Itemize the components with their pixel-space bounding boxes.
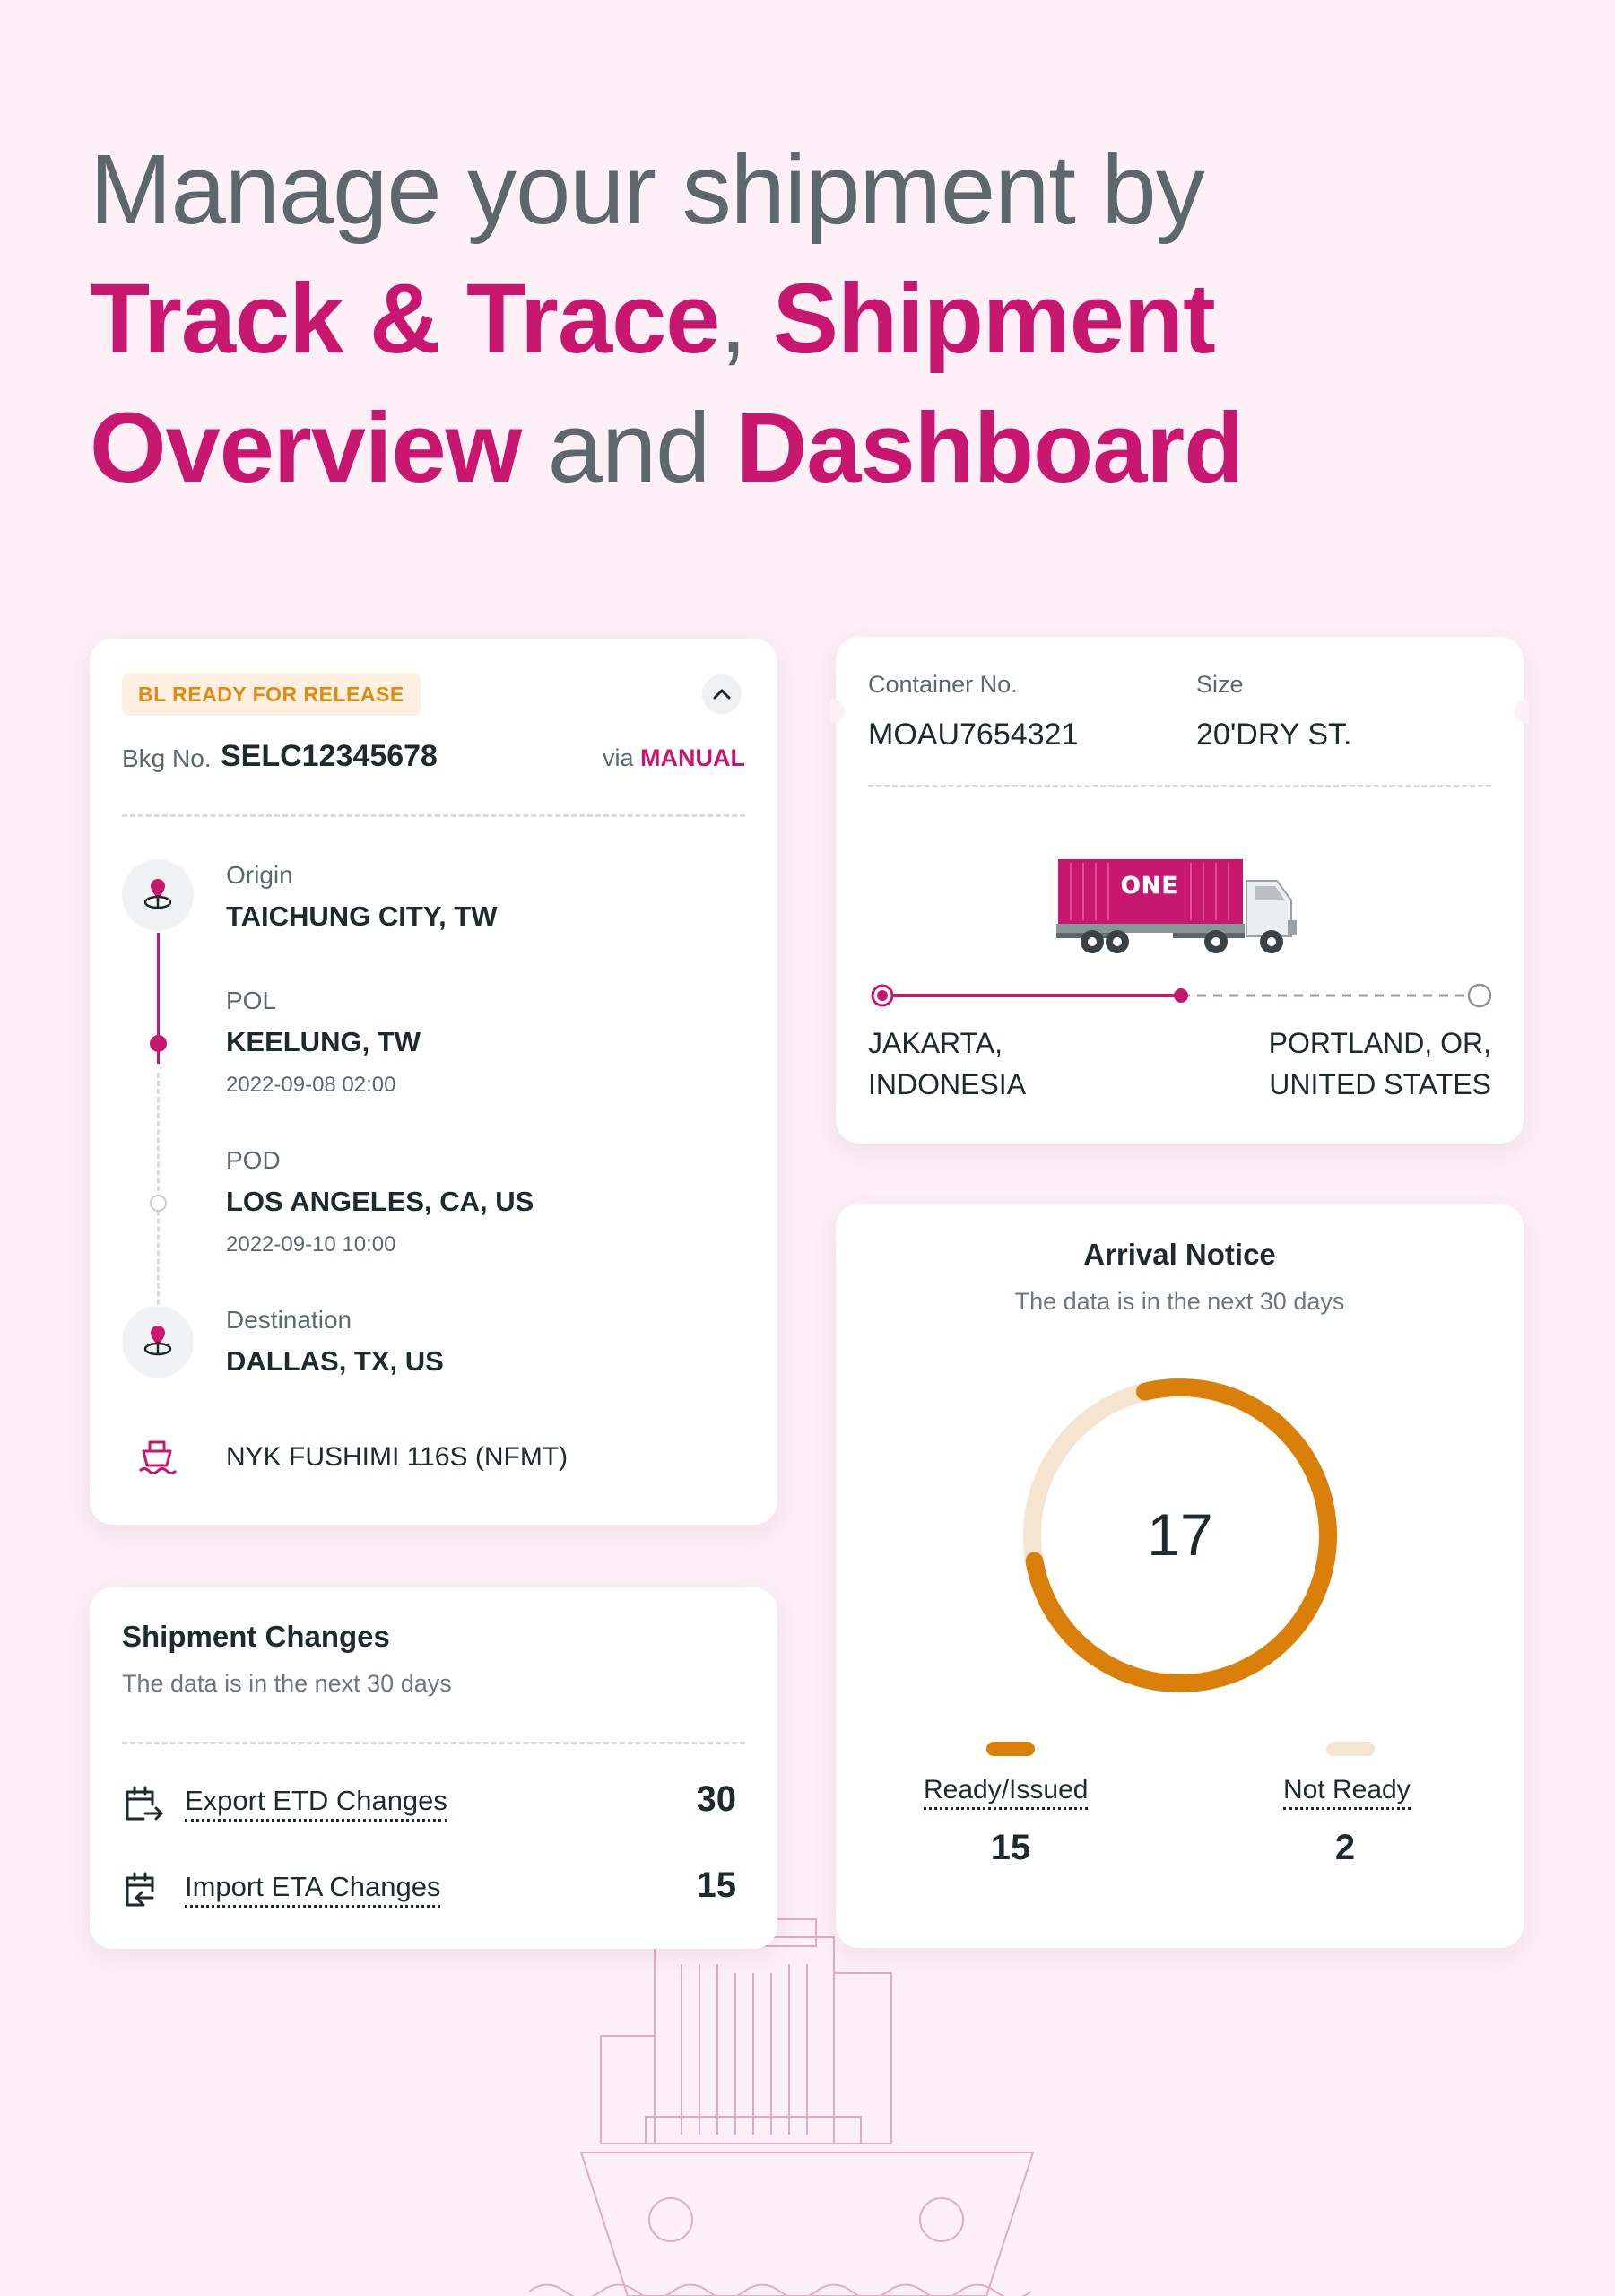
- pod-marker: [150, 1195, 167, 1212]
- truck-brand: ONE: [1121, 873, 1179, 900]
- origin-item: Origin TAICHUNG CITY, TW: [226, 861, 498, 933]
- export-etd-count: 30: [696, 1779, 737, 1819]
- booking-number-label: Bkg No.: [122, 744, 212, 772]
- headline-dashboard: Dashboard: [735, 393, 1245, 503]
- container-truck-illustration: ONE: [1056, 859, 1297, 953]
- divider: [122, 814, 745, 817]
- pol-marker: [150, 1035, 167, 1052]
- ready-issued-label[interactable]: Ready/Issued: [924, 1775, 1089, 1810]
- timeline-line-completed: [157, 933, 160, 1064]
- headline-line-3: Overview and Dashboard: [90, 384, 1524, 513]
- import-eta-row[interactable]: Import ETA Changes 15: [122, 1866, 736, 1916]
- status-badge: BL READY FOR RELEASE: [122, 673, 421, 716]
- container-size: 20'DRY ST.: [1196, 718, 1352, 752]
- destination-value: DALLAS, TX, US: [226, 1345, 444, 1377]
- destination-item: Destination DALLAS, TX, US: [226, 1306, 444, 1378]
- container-number-label: Container No.: [868, 671, 1018, 698]
- headline-and: and: [521, 393, 736, 503]
- card-subtitle: The data is in the next 30 days: [1014, 1288, 1345, 1315]
- booking-number-row: Bkg No. SELC12345678 via MANUAL: [122, 739, 745, 775]
- origin-marker: [122, 859, 194, 931]
- ticket-notch-left: [830, 700, 845, 723]
- pod-value: LOS ANGELES, CA, US: [226, 1186, 534, 1217]
- booking-number[interactable]: SELC12345678: [221, 739, 438, 773]
- location-pin-icon: [143, 1326, 172, 1356]
- donut-chart: 17: [1023, 1378, 1337, 1692]
- destination-city-line-2: UNITED STATES: [1269, 1068, 1491, 1100]
- headline-line-1: Manage your shipment by: [90, 135, 1205, 245]
- headline-line-2: Track & Trace, Shipment: [90, 255, 1524, 384]
- via-source: via MANUAL: [603, 744, 745, 772]
- shipment-changes-card: Shipment Changes The data is in the next…: [90, 1587, 777, 1949]
- pol-value: KEELUNG, TW: [226, 1026, 421, 1057]
- progress-end-marker: [1467, 983, 1492, 1008]
- calendar-import-icon: [126, 1872, 154, 1907]
- collapse-button[interactable]: [702, 674, 742, 714]
- headline-overview: Overview: [90, 393, 522, 503]
- arrival-notice-card: Arrival Notice The data is in the next 3…: [836, 1204, 1524, 1948]
- headline-shipment: Shipment: [772, 264, 1216, 374]
- location-pin-icon: [143, 879, 172, 909]
- card-subtitle: The data is in the next 30 days: [122, 1670, 452, 1697]
- origin-city-line-1: JAKARTA,: [868, 1027, 1003, 1059]
- calendar-export-icon: [126, 1786, 163, 1821]
- journey-progress: [871, 983, 1492, 1008]
- destination-city: PORTLAND, OR, UNITED STATES: [1269, 1022, 1491, 1105]
- page-headline: Manage your shipment by Track & Trace, S…: [90, 126, 1524, 513]
- ticket-notch-right: [1515, 700, 1529, 723]
- progress-current-marker: [1174, 988, 1188, 1003]
- via-value: MANUAL: [640, 744, 745, 771]
- donut-total: 17: [1147, 1501, 1212, 1568]
- not-ready-label[interactable]: Not Ready: [1283, 1775, 1411, 1810]
- via-label: via: [602, 744, 634, 771]
- donut-ready-segment: [1025, 1378, 1337, 1692]
- timeline-line-pending: [157, 1073, 160, 1378]
- headline-comma: ,: [719, 264, 773, 374]
- ship-illustration: [528, 1918, 1035, 2296]
- card-title: Shipment Changes: [122, 1620, 390, 1653]
- divider: [122, 1742, 745, 1744]
- not-ready-count: 2: [1334, 1828, 1356, 1867]
- origin-city: JAKARTA, INDONESIA: [868, 1022, 1026, 1105]
- origin-label: Origin: [226, 861, 293, 889]
- destination-city-line-1: PORTLAND, OR,: [1268, 1027, 1491, 1059]
- headline-track-trace: Track & Trace: [90, 264, 720, 374]
- container-card: Container No. MOAU7654321 Size 20'DRY ST…: [830, 637, 1529, 1144]
- import-eta-label[interactable]: Import ETA Changes: [185, 1871, 441, 1908]
- ready-legend-swatch: [986, 1742, 1035, 1756]
- ready-issued-count: 15: [990, 1828, 1031, 1867]
- export-etd-label[interactable]: Export ETD Changes: [185, 1785, 447, 1822]
- pod-date: 2022-09-10 10:00: [226, 1232, 396, 1257]
- card-title: Arrival Notice: [1083, 1238, 1276, 1271]
- progress-start-dot: [877, 990, 888, 1001]
- pol-date: 2022-09-08 02:00: [226, 1073, 396, 1097]
- import-eta-count: 15: [696, 1866, 737, 1905]
- not-ready-legend-swatch: [1326, 1742, 1375, 1756]
- destination-label: Destination: [226, 1306, 352, 1334]
- booking-card: BL READY FOR RELEASE Bkg No. SELC1234567…: [90, 639, 777, 1525]
- pol-label: POL: [226, 987, 277, 1014]
- container-size-label: Size: [1196, 671, 1244, 698]
- vessel-icon: [138, 1440, 178, 1474]
- vessel-name: NYK FUSHIMI 116S (NFMT): [226, 1442, 569, 1472]
- divider: [868, 785, 1491, 787]
- destination-marker: [122, 1306, 194, 1378]
- pod-item: POD LOS ANGELES, CA, US 2022-09-10 10:00: [226, 1146, 534, 1257]
- pol-item: POL KEELUNG, TW 2022-09-08 02:00: [226, 987, 421, 1098]
- pod-label: POD: [226, 1146, 281, 1174]
- chevron-up-icon: [713, 689, 731, 700]
- origin-value: TAICHUNG CITY, TW: [226, 900, 498, 932]
- origin-city-line-2: INDONESIA: [868, 1068, 1027, 1100]
- export-etd-row[interactable]: Export ETD Changes 30: [122, 1779, 736, 1830]
- container-number: MOAU7654321: [868, 718, 1079, 752]
